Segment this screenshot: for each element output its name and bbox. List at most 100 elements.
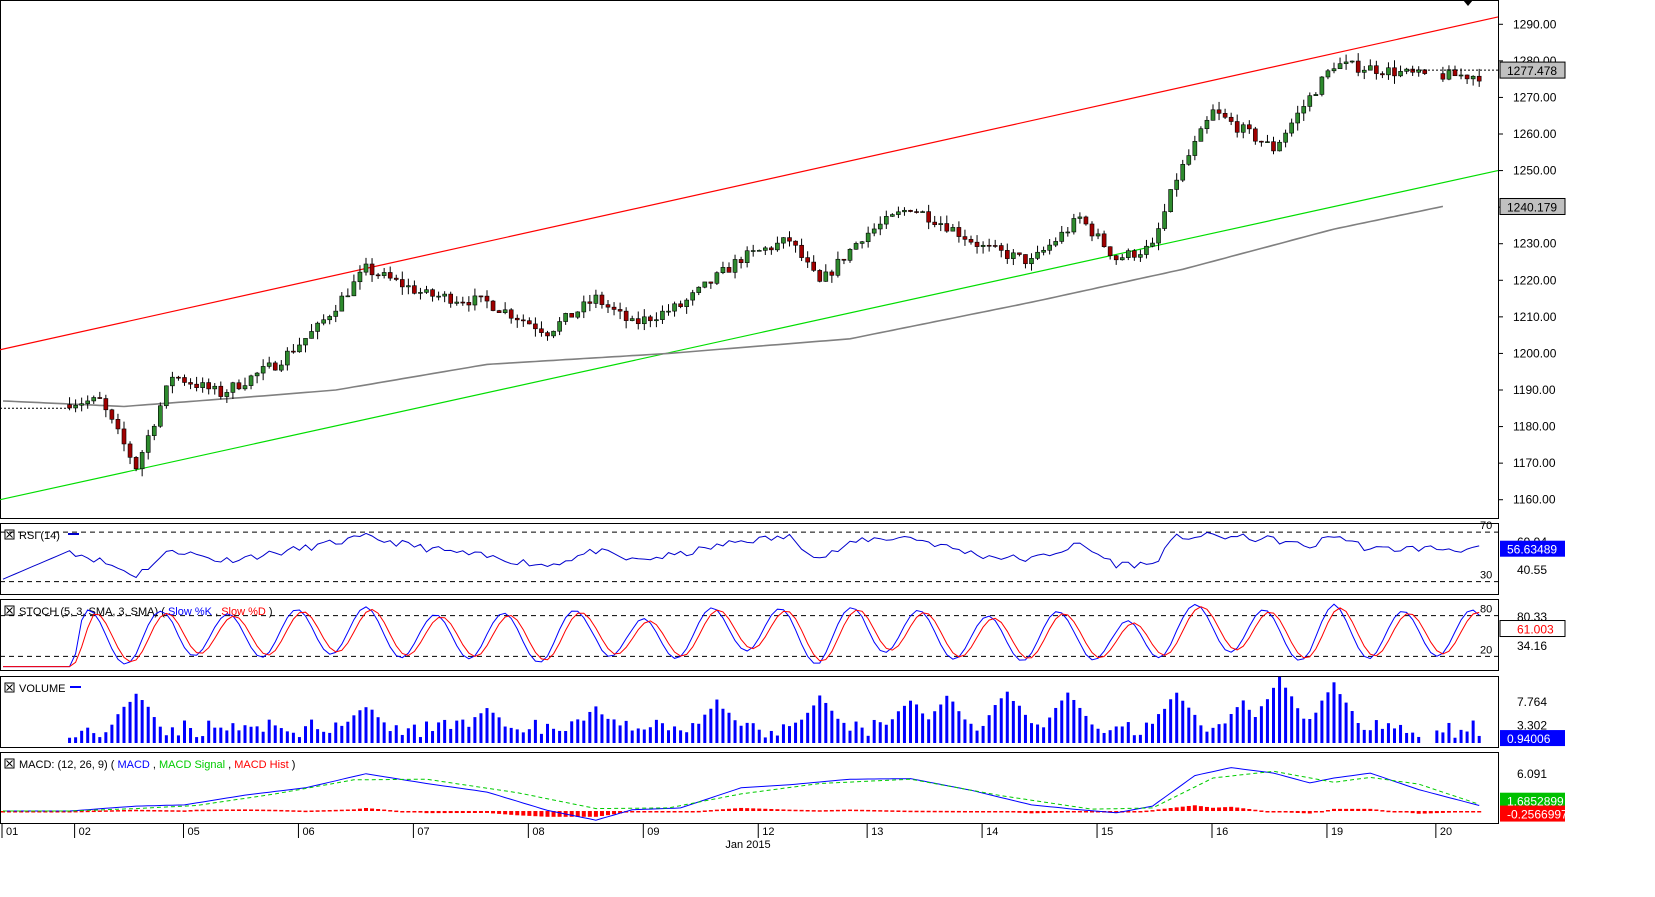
- macd-hist-value: -0.2566997: [1507, 808, 1568, 822]
- candle-down: [829, 271, 835, 276]
- candle-up: [363, 263, 369, 273]
- macd-hist-badge: [1500, 805, 1565, 822]
- macd-hist-bar: [158, 810, 163, 812]
- macd-hist-bar: [103, 810, 108, 812]
- volume-bar: [1290, 696, 1294, 743]
- macd-hist-bar: [1180, 806, 1185, 811]
- macd-axis-label: 6.091: [1517, 767, 1547, 781]
- candle-down: [545, 332, 550, 337]
- macd-hist-bar: [1356, 808, 1361, 811]
- candle-down: [508, 309, 514, 319]
- macd-hist-bar: [182, 810, 187, 812]
- svg-text:STOCH (5, 3, SMA, 3, SMA): STOCH (5, 3, SMA, 3, SMA) ( Slow %K , Sl…: [19, 606, 273, 618]
- candle-down: [1216, 109, 1222, 114]
- macd-hist-bar: [1035, 811, 1040, 814]
- price-tick-label: 1190.00: [1513, 383, 1556, 397]
- candle-down: [1476, 75, 1482, 82]
- candle-up: [424, 289, 429, 293]
- macd-hist-bar: [817, 810, 822, 812]
- volume-bar: [412, 724, 416, 743]
- candle-up: [1156, 228, 1161, 244]
- candle-down: [1083, 216, 1089, 225]
- candle-down: [1380, 73, 1385, 76]
- candle-up: [151, 425, 157, 436]
- volume-bar: [279, 728, 283, 743]
- volume-bar: [1405, 732, 1409, 743]
- volume-bar: [642, 729, 646, 743]
- candle-up: [744, 250, 750, 263]
- macd-hist-bar: [1198, 806, 1203, 811]
- volume-bar: [213, 727, 217, 743]
- macd-hist-bar: [799, 809, 804, 812]
- volume-bar: [806, 712, 810, 743]
- volume-bar: [431, 731, 435, 743]
- candle-down: [115, 419, 121, 430]
- candle-up: [1289, 122, 1294, 134]
- macd-hist-bar: [714, 809, 719, 812]
- macd-hist-bar: [775, 809, 780, 811]
- volume-bar: [1144, 722, 1148, 743]
- macd-hist-bar: [55, 811, 60, 813]
- macd-hist-bar: [1453, 811, 1457, 813]
- candle-up: [333, 310, 339, 317]
- macd-hist-bar: [581, 811, 586, 817]
- volume-bar: [1048, 717, 1052, 743]
- candle-down: [176, 376, 181, 379]
- macd-hist-bar: [962, 810, 967, 813]
- scroll-marker-icon[interactable]: [1463, 0, 1473, 6]
- candle-up: [1337, 63, 1343, 70]
- candle-up: [847, 248, 853, 261]
- macd-hist-bar: [1162, 808, 1167, 811]
- candle-down: [569, 313, 575, 318]
- volume-value: 0.94006: [1507, 732, 1551, 746]
- volume-bar: [654, 719, 658, 743]
- volume-bar: [636, 728, 640, 743]
- candle-up: [502, 309, 508, 313]
- macd-hist-bar: [515, 811, 520, 816]
- macd-hist-bar: [200, 809, 205, 812]
- macd-hist-bar: [85, 810, 90, 813]
- macd-hist-bar: [751, 808, 756, 811]
- macd-hist-bar: [1386, 810, 1391, 813]
- volume-bar: [80, 730, 84, 743]
- macd-hist-bar: [1380, 810, 1385, 812]
- macd-hist-bar: [557, 811, 562, 817]
- candle-down: [375, 274, 381, 277]
- volume-bar: [1308, 719, 1312, 743]
- macd-hist-bar: [793, 809, 798, 812]
- stoch-d-legend: Slow %D: [221, 606, 266, 618]
- candlesticks: [67, 53, 1482, 477]
- macd-hist-bar: [987, 811, 992, 813]
- volume-bar: [110, 724, 114, 743]
- volume-bar: [606, 718, 610, 743]
- stoch-axis-label: 34.16: [1517, 639, 1547, 653]
- macd-hist-bar: [472, 811, 477, 813]
- macd-hist-bar: [491, 811, 496, 814]
- macd-hist-bar: [769, 808, 774, 811]
- macd-hist-bar: [1265, 811, 1270, 813]
- macd-hist-bar: [1428, 811, 1433, 814]
- candle-up: [1119, 257, 1125, 261]
- price-tick-label: 1260.00: [1513, 127, 1557, 141]
- candle-down: [369, 263, 375, 276]
- candle-down: [1107, 246, 1113, 256]
- volume-bar: [757, 729, 761, 743]
- macd-hist-bar: [1211, 807, 1215, 811]
- candle-up: [641, 316, 647, 325]
- volume-bar: [1102, 732, 1106, 743]
- candle-up: [1295, 112, 1300, 124]
- candle-up: [1138, 254, 1143, 258]
- volume-bar: [691, 723, 695, 743]
- macd-hist-bar: [339, 809, 344, 812]
- candle-up: [406, 285, 411, 288]
- candle-down: [478, 295, 484, 298]
- candle-up: [1162, 211, 1167, 229]
- candle-down: [678, 303, 683, 307]
- volume-bar: [370, 709, 374, 743]
- macd-hist-bar: [1344, 808, 1349, 811]
- volume-bar: [316, 729, 320, 743]
- macd-hist-bar: [1459, 811, 1464, 813]
- macd-hist-bar: [478, 811, 483, 813]
- macd-hist-bar: [146, 809, 151, 812]
